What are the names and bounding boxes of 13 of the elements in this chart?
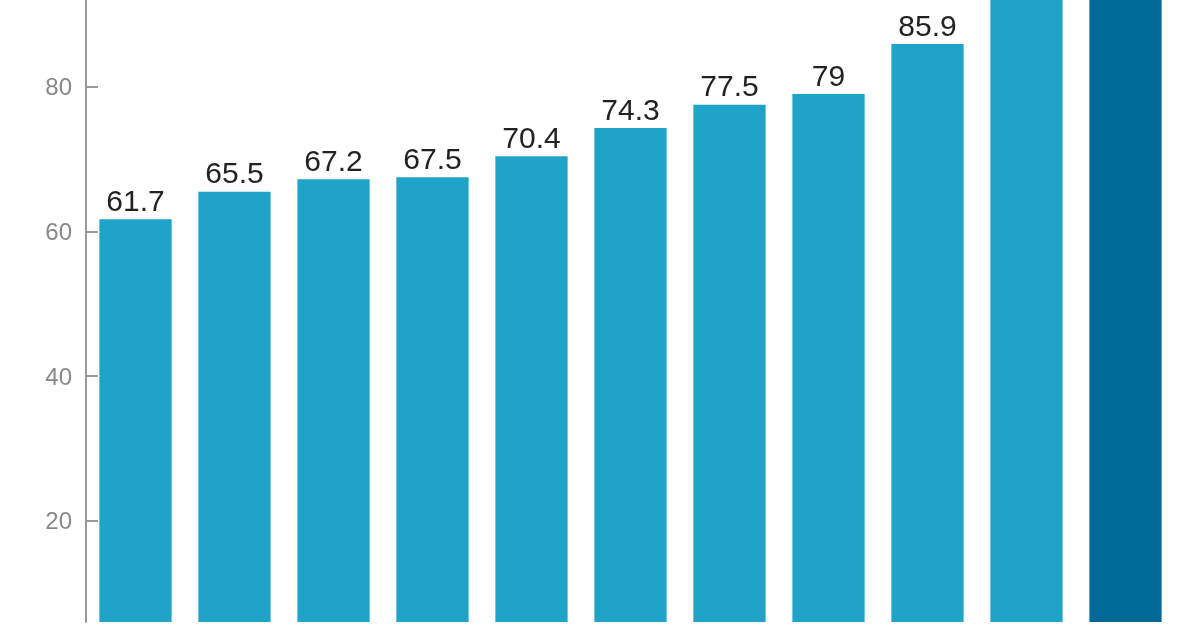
data-label: 65.5	[205, 156, 264, 190]
y-tick-label: 80	[45, 73, 72, 101]
data-label: 67.5	[403, 141, 462, 175]
data-label: 61.7	[106, 183, 165, 217]
data-label: 85.9	[898, 8, 957, 42]
y-tick-label: 20	[45, 507, 72, 535]
data-label: 77.5	[700, 69, 759, 103]
y-tick-label: 40	[45, 362, 72, 390]
data-label: 70.4	[502, 120, 561, 154]
data-label: 67.2	[304, 143, 363, 177]
y-tick-label: 60	[45, 217, 72, 245]
data-label: 74.3	[601, 92, 660, 126]
data-label: 79	[811, 58, 846, 92]
